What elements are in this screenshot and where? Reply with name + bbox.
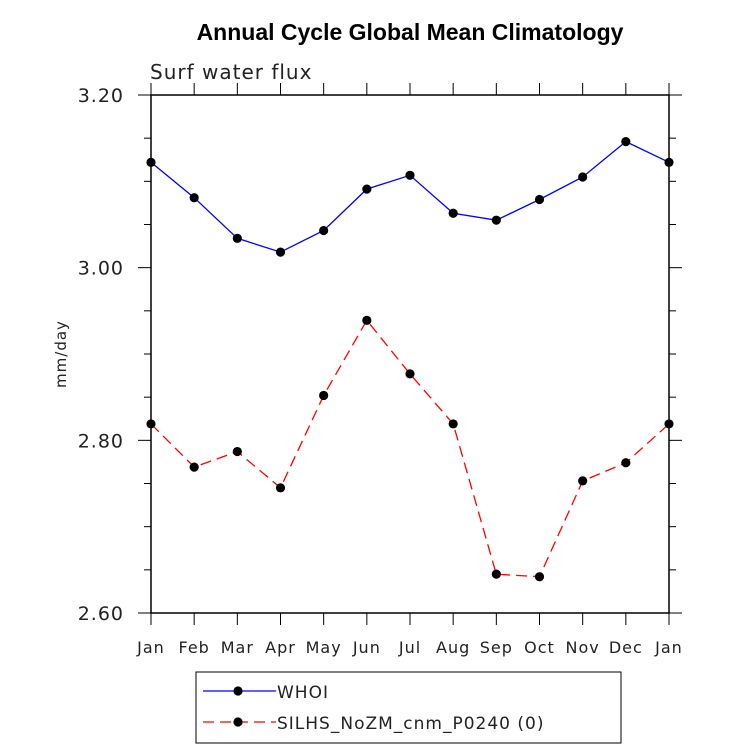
x-tick-label: May: [306, 638, 342, 657]
series-0-point: [534, 194, 545, 205]
x-tick-label: Jul: [398, 638, 421, 657]
legend-label-silhs: SILHS_NoZM_cnm_P0240 (0): [277, 714, 544, 734]
series-layer: [146, 137, 674, 582]
x-tick-label: Mar: [221, 638, 254, 657]
x-tick-label: Sep: [480, 638, 513, 657]
chart-title: Annual Cycle Global Mean Climatology: [197, 19, 624, 45]
series-1-point: [189, 462, 199, 472]
series-1-point: [534, 572, 545, 582]
series-1-point: [362, 315, 372, 325]
series-0-point: [491, 215, 501, 225]
y-tick-label: 2.80: [78, 430, 124, 452]
x-tick-label: Nov: [566, 638, 600, 657]
legend-marker-silhs: [233, 717, 243, 727]
x-tick-label: Aug: [436, 638, 470, 657]
series-1-point: [319, 390, 329, 401]
series-1-point: [405, 369, 415, 379]
series-line-0: [150, 140, 670, 253]
y-tick-label: 2.60: [78, 603, 124, 625]
series-0-point: [664, 157, 674, 167]
y-axis-label: mm/day: [52, 320, 70, 388]
series-line-1: [150, 319, 670, 578]
x-tick-label: Jun: [352, 638, 381, 657]
series-0-point: [319, 225, 329, 236]
x-tick-label: Apr: [265, 638, 296, 657]
x-axis-ticks: Jan Feb Mar Apr May Jun Jul Aug Sep Oct Nov Dec Jan: [136, 83, 683, 657]
series-1-point: [448, 419, 458, 429]
series-1-point: [232, 446, 242, 457]
series-1-point: [275, 483, 286, 493]
series-0-point: [621, 137, 631, 147]
series-1-point: [491, 569, 501, 579]
y-axis-ticks: 2.60 2.80 3.00 3.20: [78, 85, 682, 625]
y-tick-label: 3.20: [78, 85, 124, 107]
x-tick-label: Dec: [609, 638, 643, 657]
series-0-point: [232, 233, 242, 243]
series-0-point: [189, 193, 199, 203]
series-0-point: [448, 208, 458, 218]
y-tick-label: 3.00: [78, 258, 124, 280]
legend-label-whoi: WHOI: [277, 683, 329, 703]
series-0-point: [275, 247, 286, 257]
x-tick-label: Jan: [654, 638, 683, 657]
series-1-point: [578, 476, 588, 486]
chart-subtitle: Surf water flux: [150, 60, 312, 84]
legend: WHOI SILHS_NoZM_cnm_P0240 (0): [195, 671, 622, 744]
x-tick-label: Oct: [524, 638, 555, 657]
series-0-point: [362, 184, 372, 194]
x-tick-label: Feb: [179, 638, 210, 657]
legend-marker-whoi: [233, 686, 243, 696]
series-0-point: [146, 157, 156, 167]
series-1-point: [146, 419, 156, 429]
series-0-point: [578, 172, 588, 182]
legend-box: [195, 671, 622, 744]
series-0-point: [405, 170, 415, 180]
series-1-point: [664, 419, 674, 429]
series-1-point: [621, 458, 631, 468]
x-tick-label: Jan: [136, 638, 165, 657]
